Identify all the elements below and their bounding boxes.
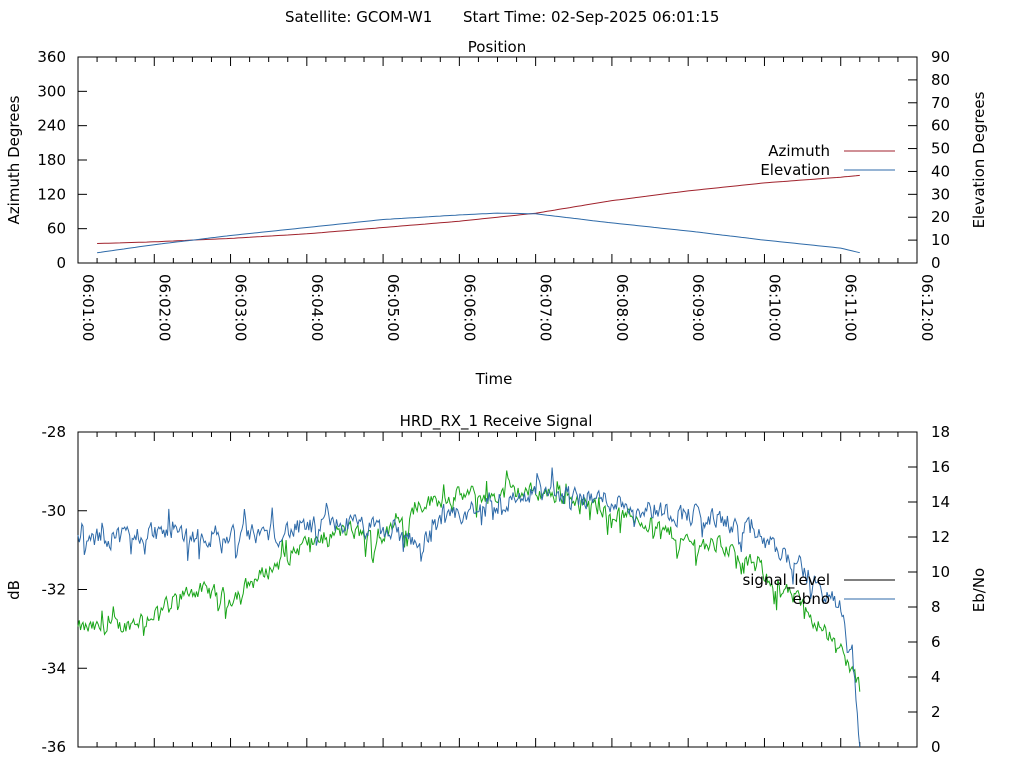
signal-y2-tick-label: 6	[931, 633, 941, 651]
position-legend-label: Elevation	[760, 161, 830, 179]
satellite-label: Satellite: GCOM-W1	[285, 8, 432, 26]
position-y2-tick-label: 40	[931, 162, 950, 180]
signal-y-tick-label: -30	[42, 502, 67, 520]
position-grid-ticks	[77, 56, 918, 264]
position-y2-tick-label: 10	[931, 231, 950, 249]
signal-y2-tick-labels: 0 2 4 6 8 10 12 14 16 18	[931, 423, 950, 756]
position-y2-tick-labels: 0 10 20 30 40 50 60 70 80 90	[931, 48, 950, 272]
signal-y2-tick-label: 8	[931, 598, 941, 616]
position-series-azimuth-line	[97, 174, 860, 244]
signal-y2-axis-label: Eb/No	[970, 568, 988, 612]
signal-y-tick-labels: -28 -30 -32 -34 -36	[42, 423, 67, 756]
position-series	[97, 174, 860, 254]
position-y-tick-label: 0	[56, 254, 66, 272]
position-y2-tick-label: 50	[931, 140, 950, 158]
signal-series	[77, 467, 861, 748]
signal-y2-tick-label: 0	[931, 738, 941, 756]
signal-series-ebno-line	[77, 467, 861, 748]
signal-y-tick-label: -34	[42, 659, 67, 677]
signal-chart-title: HRD_RX_1 Receive Signal	[400, 412, 593, 431]
position-y-tick-label: 120	[37, 185, 66, 203]
position-x-tick-label: 06:02:00	[155, 274, 173, 341]
position-x-tick-label: 06:07:00	[537, 274, 555, 341]
signal-y2-tick-label: 2	[931, 703, 941, 721]
signal-legend-label: ebno	[793, 590, 830, 608]
position-x-tick-label: 06:04:00	[308, 274, 326, 341]
position-x-tick-label: 06:01:00	[79, 274, 97, 341]
signal-legend-label: signal_level	[742, 571, 830, 590]
position-y2-axis-label: Elevation Degrees	[970, 91, 988, 228]
signal-y-tick-label: -28	[42, 423, 67, 441]
position-x-tick-label: 06:08:00	[613, 274, 631, 341]
position-y-tick-label: 240	[37, 117, 66, 135]
position-y-tick-label: 180	[37, 151, 66, 169]
position-y2-tick-label: 0	[931, 254, 941, 272]
position-y-tick-label: 60	[47, 220, 66, 238]
position-x-tick-label: 06:10:00	[765, 274, 783, 341]
position-y-tick-labels: 0 60 120 180 240 300 360	[37, 48, 66, 272]
start-time-label: Start Time: 02-Sep-2025 06:01:15	[463, 8, 719, 26]
position-x-tick-label: 06:05:00	[384, 274, 402, 341]
position-x-tick-label: 06:06:00	[460, 274, 478, 341]
position-x-tick-label: 06:03:00	[232, 274, 250, 341]
signal-y-axis-label: dB	[5, 580, 23, 600]
position-chart: Position 0 60 120 180 240 300 360 0 10 20 30 40 50 6…	[5, 38, 988, 388]
signal-y2-tick-label: 12	[931, 528, 950, 546]
signal-y2-tick-label: 4	[931, 668, 941, 686]
signal-series-signal_level-line	[77, 470, 861, 692]
position-y2-tick-label: 80	[931, 71, 950, 89]
signal-grid-ticks	[77, 431, 918, 748]
position-x-axis-label: Time	[475, 370, 513, 388]
signal-chart: HRD_RX_1 Receive Signal -28-30-32-34-36 …	[5, 412, 988, 756]
position-x-tick-label: 06:11:00	[842, 274, 860, 341]
position-plot-frame	[77, 56, 918, 264]
signal-y2-tick-label: 10	[931, 563, 950, 581]
position-y2-tick-label: 70	[931, 94, 950, 112]
signal-y2-tick-label: 16	[931, 458, 950, 476]
position-y-axis-label: Azimuth Degrees	[5, 95, 23, 224]
position-x-tick-label: 06:12:00	[918, 274, 936, 341]
position-y-tick-label: 300	[37, 82, 66, 100]
position-series-elevation-line	[97, 212, 860, 254]
position-x-tick-label: 06:09:00	[689, 274, 707, 341]
signal-y-tick-label: -36	[42, 738, 67, 756]
position-x-tick-labels: 06:01:00 06:02:00 06:03:00 06:04:00 06:05:00…	[79, 274, 936, 341]
position-y2-tick-label: 90	[931, 48, 950, 66]
position-y-tick-label: 360	[37, 48, 66, 66]
position-y2-tick-label: 60	[931, 117, 950, 135]
signal-y-tick-label: -32	[42, 581, 67, 599]
position-legend-label: Azimuth	[768, 142, 830, 160]
position-chart-title: Position	[468, 38, 526, 56]
signal-y2-tick-label: 14	[931, 493, 950, 511]
position-y2-tick-label: 30	[931, 185, 950, 203]
signal-plot-frame	[77, 431, 918, 748]
position-y2-tick-label: 20	[931, 208, 950, 226]
signal-y2-tick-label: 18	[931, 423, 950, 441]
